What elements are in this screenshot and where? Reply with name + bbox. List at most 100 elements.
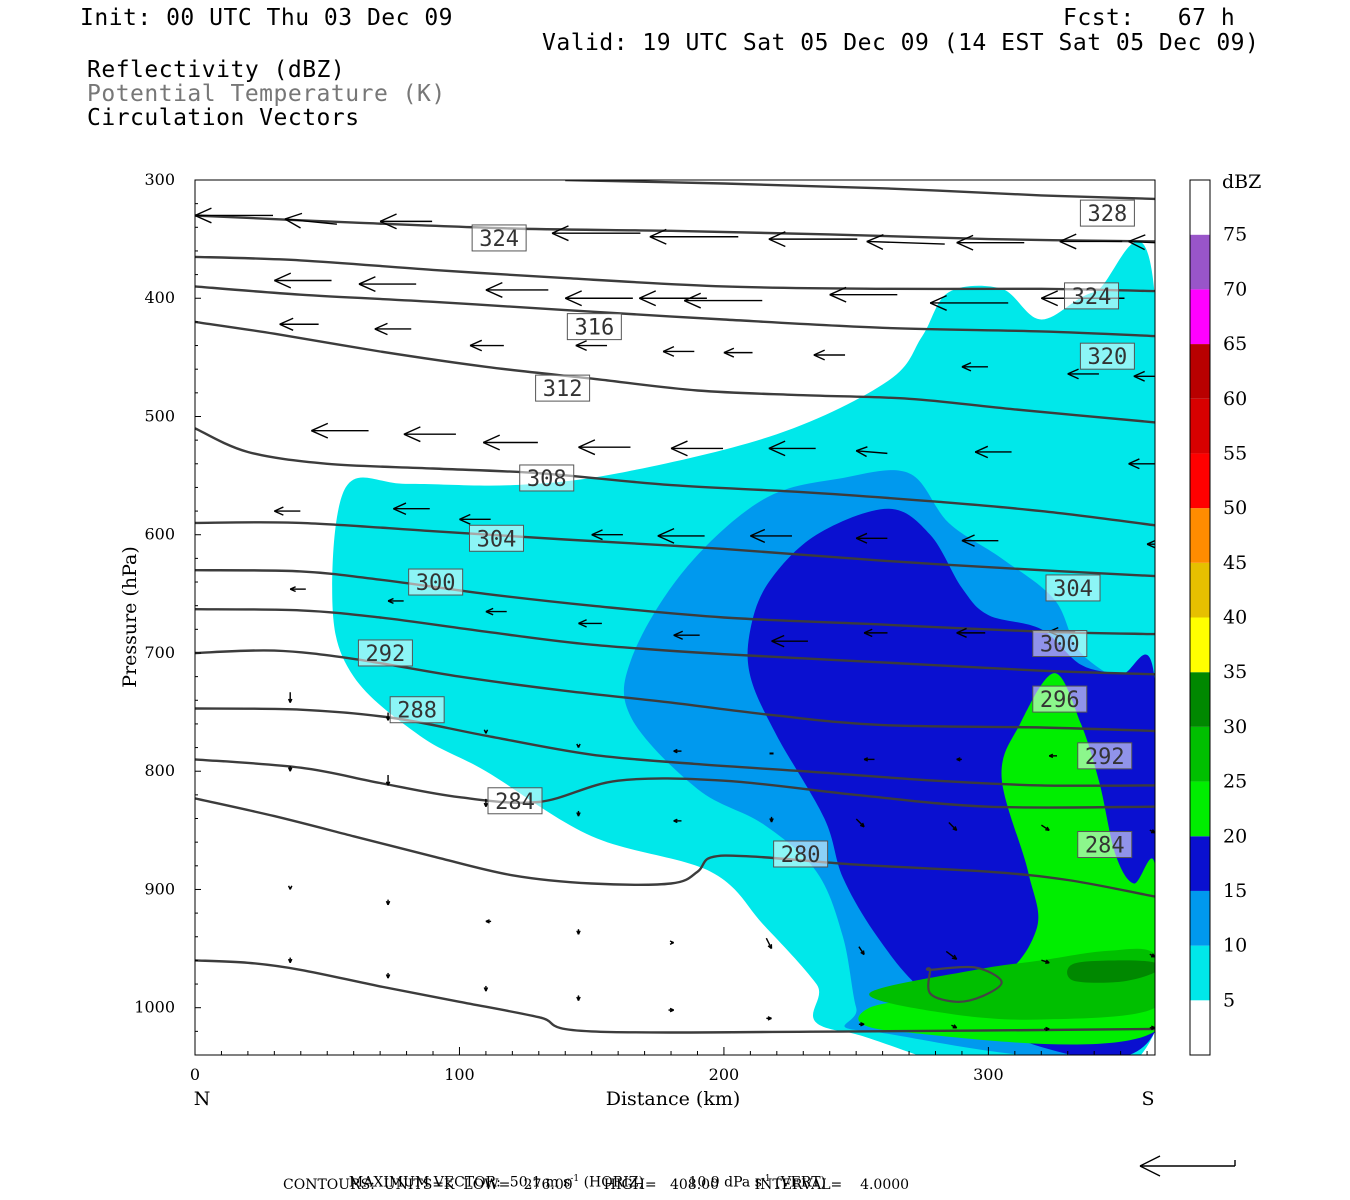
circulation-vector	[1133, 370, 1155, 382]
vector-head	[551, 225, 569, 234]
colorbar-tick-label: 55	[1223, 442, 1247, 464]
vector-head	[578, 446, 596, 456]
circulation-vector	[750, 528, 792, 543]
x-end-label-south: S	[1141, 1088, 1154, 1110]
circulation-vector	[1048, 753, 1058, 759]
vector-head	[956, 234, 974, 244]
vector-head	[1067, 373, 1079, 380]
circulation-vector	[578, 439, 631, 456]
vector-head	[723, 347, 735, 354]
vector-head	[279, 323, 294, 331]
theta-contour-line	[565, 180, 1155, 201]
circulation-vector	[459, 513, 491, 525]
max-vector-label: MAXIMUM VECTOR:	[348, 1174, 501, 1191]
vector-head	[483, 729, 487, 734]
vector-head	[576, 930, 580, 935]
circulation-vector	[385, 712, 391, 721]
circulation-vector	[662, 345, 695, 357]
circulation-vector	[289, 586, 306, 593]
colorbar-swatch	[1190, 945, 1210, 1001]
theta-label: 284	[487, 787, 543, 815]
colorbar-tick-label: 30	[1223, 716, 1247, 738]
vector-head	[859, 824, 865, 828]
circulation-vector	[469, 339, 504, 352]
theta-label: 324	[1064, 282, 1120, 310]
valid-time: Valid: 19 UTC Sat 05 Dec 09 (14 EST Sat …	[542, 30, 1260, 56]
vector-shaft	[284, 218, 337, 225]
colorbar-tick-label: 65	[1223, 333, 1247, 355]
theta-label-box	[487, 787, 543, 815]
vector-head	[669, 1009, 674, 1013]
vector-head	[961, 366, 972, 372]
vector-head	[673, 634, 683, 640]
theta-labels: 328 324 324 316 320 312 308 304 304 300 300 292 296 2…	[357, 199, 1135, 868]
circulation-vector	[483, 985, 489, 992]
vector-head	[767, 1017, 772, 1021]
vector-head	[723, 351, 735, 358]
vector-head	[485, 281, 503, 291]
circulation-vector	[358, 276, 417, 293]
circulation-vector	[956, 234, 1025, 251]
vector-head	[485, 919, 490, 923]
vector-head	[1154, 301, 1155, 303]
colorbar-swatch	[1190, 289, 1210, 345]
theta-label-text: 292	[366, 642, 406, 667]
vector-head	[1154, 754, 1155, 756]
theta-contour-line	[195, 285, 1155, 338]
vector-head	[385, 974, 389, 979]
vector-head	[287, 958, 291, 964]
colorbar-tick-label: 70	[1223, 278, 1247, 300]
vector-head	[289, 588, 296, 593]
vector-head	[1128, 458, 1140, 465]
vector-head	[829, 286, 847, 296]
theta-label: 300	[1032, 630, 1088, 658]
colorbar-swatch	[1190, 453, 1210, 509]
colorbar-frame	[1189, 179, 1211, 1056]
theta-label-text: 312	[543, 377, 583, 402]
vector-head	[866, 234, 884, 243]
vector-head	[289, 586, 296, 590]
vector-head	[274, 279, 292, 289]
theta-label: 292	[357, 639, 413, 667]
vector-head	[564, 290, 582, 299]
vector-head	[670, 440, 688, 450]
theta-label-text: 284	[495, 790, 535, 815]
theta-label-text: 316	[574, 316, 614, 341]
vector-head	[195, 214, 212, 224]
colorbar-swatch	[1190, 726, 1210, 782]
theta-label-text: 308	[527, 467, 567, 492]
vector-head	[768, 238, 786, 248]
circulation-vector	[670, 440, 724, 457]
circulation-vector	[863, 628, 888, 638]
circulation-vector	[195, 207, 273, 224]
vector-head	[274, 510, 284, 516]
circulation-vector	[1041, 824, 1050, 832]
axes: 300 400 500 600 700 800 900 1000 0 100 200 300 Dista…	[119, 170, 1155, 1110]
vector-head	[639, 290, 657, 299]
vector-shaft	[866, 240, 945, 245]
theta-contour-line	[195, 320, 1155, 424]
theta-label-box	[408, 568, 464, 596]
circulation-vector	[683, 292, 763, 309]
vector-head	[670, 447, 688, 457]
colorbar-tick-label: 10	[1223, 935, 1247, 957]
vector-head	[1128, 463, 1140, 470]
theta-label-box	[1064, 282, 1120, 310]
colorbar-swatch	[1190, 398, 1210, 454]
colorbar-swatch	[1190, 180, 1210, 235]
circulation-vector	[948, 822, 958, 831]
theta-label: 320	[1079, 342, 1135, 370]
vector-head	[483, 802, 487, 807]
circulation-vector	[956, 627, 986, 638]
theta-label-box	[471, 224, 527, 252]
forecast-hour: Fcst: 67 h	[1063, 5, 1236, 31]
vector-head	[750, 528, 766, 537]
vector-head	[649, 228, 667, 238]
y-tick-label: 300	[144, 170, 175, 189]
theta-label: 300	[408, 568, 464, 596]
field-circulation-vectors: Circulation Vectors	[87, 105, 360, 131]
circulation-vector	[951, 1024, 958, 1029]
vector-head	[952, 828, 957, 831]
vector-head	[767, 945, 772, 950]
